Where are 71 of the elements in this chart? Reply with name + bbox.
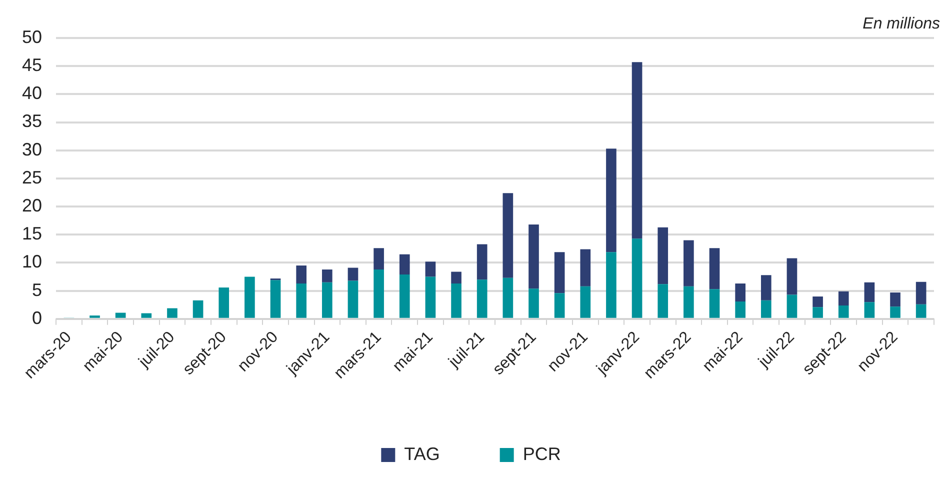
y-tick-label: 45: [22, 55, 42, 76]
y-tick-label: 5: [32, 280, 42, 300]
bar: [270, 280, 281, 318]
bar: [812, 307, 823, 318]
y-tick-label: 40: [22, 83, 42, 104]
bar: [864, 302, 875, 318]
bar: [812, 296, 823, 308]
y-tick-label: 10: [22, 252, 42, 272]
bar: [916, 304, 926, 318]
text: En millions: [862, 15, 940, 32]
bar: [399, 254, 410, 275]
bar: [606, 148, 616, 252]
bar: [916, 282, 926, 304]
bar: [735, 284, 746, 302]
y-tick-label: 35: [22, 111, 42, 132]
bar: [374, 248, 384, 270]
bar: [425, 276, 436, 318]
bar: [528, 288, 539, 318]
bar: [425, 262, 436, 277]
legend-label: PCR: [522, 444, 561, 464]
bar: [760, 275, 772, 300]
bar: [890, 292, 900, 307]
bar: [451, 272, 462, 284]
bar: [658, 227, 668, 284]
bar: [709, 289, 720, 318]
bar: [658, 284, 668, 318]
bar: [502, 193, 514, 278]
bar: [786, 294, 798, 318]
y-tick-label: 25: [22, 167, 42, 188]
bar: [786, 258, 798, 295]
bar: [192, 300, 204, 318]
bar: [890, 306, 900, 318]
bar: [502, 278, 514, 318]
bar: [167, 308, 178, 318]
bar: [141, 313, 152, 318]
bar: [554, 252, 565, 294]
bar: [580, 286, 591, 318]
y-tick-label: 50: [22, 26, 42, 47]
bar: [864, 282, 875, 302]
bar: [684, 240, 694, 286]
bar: [476, 244, 488, 280]
bar: [399, 274, 410, 318]
bar: [218, 287, 230, 318]
y-tick-label: 20: [22, 196, 42, 216]
bar: [760, 300, 772, 318]
bar: [528, 224, 539, 289]
bar: [838, 291, 849, 306]
y-tick-label: 0: [32, 308, 42, 328]
bar: [348, 268, 358, 281]
bar: [374, 269, 384, 318]
y-tick-label: 30: [22, 139, 42, 160]
bar: [709, 248, 720, 290]
bar: [606, 252, 616, 318]
bar: [296, 266, 307, 284]
bar: [580, 249, 591, 286]
bar: [348, 280, 358, 318]
bar: [684, 286, 694, 318]
bar: [632, 62, 642, 239]
bar: [451, 284, 462, 318]
bar: [322, 282, 332, 318]
bar: [735, 302, 746, 318]
y-tick-label: 15: [22, 224, 42, 244]
bar: [838, 305, 849, 318]
bar: [322, 269, 332, 282]
bar: [115, 312, 126, 318]
bar: [476, 280, 488, 318]
legend-label: TAG: [404, 444, 440, 464]
bar: [632, 238, 642, 318]
bar: [554, 293, 565, 318]
bar: [244, 276, 255, 318]
bar: [296, 284, 307, 318]
